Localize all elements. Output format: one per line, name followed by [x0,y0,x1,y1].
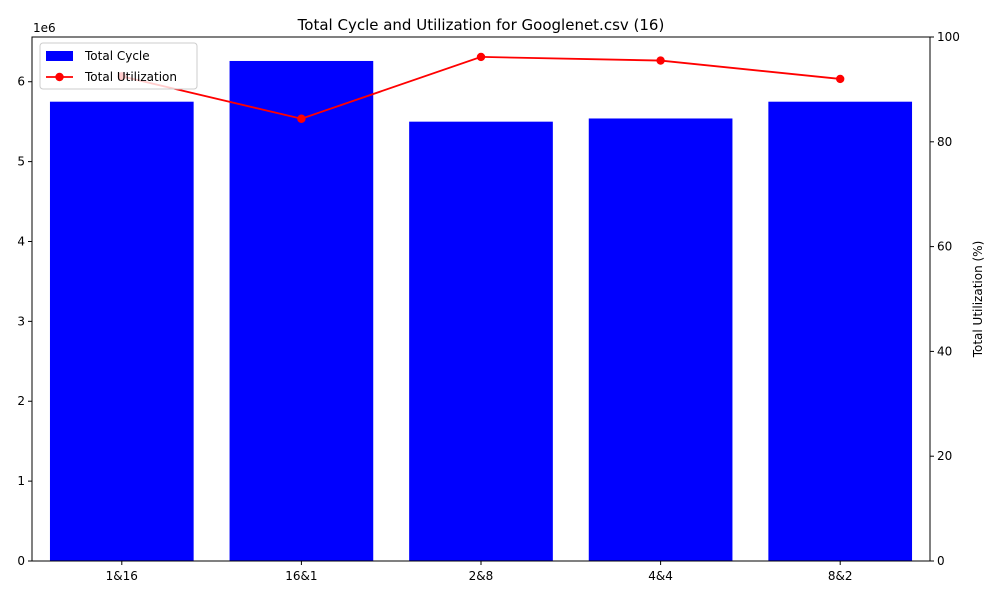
x-tick-label-0: 1&16 [106,569,138,583]
x-tick-label-1: 16&1 [285,569,317,583]
legend-marker-total-utilization [55,72,64,82]
legend: Total Cycle Total Utilization [39,42,198,90]
bar-2 [409,121,553,562]
x-tick-label-4: 8&2 [828,569,853,583]
right-tick-label-5: 100 [937,30,960,44]
left-tick-label-5: 5 [17,155,25,169]
legend-swatch-total-cycle [46,51,73,61]
plot-area [49,52,913,562]
x-tick-label-2: 2&8 [469,569,494,583]
utilization-point-4 [836,74,845,84]
left-axis-offset-text: 1e6 [33,21,56,35]
left-tick-label-0: 0 [17,554,25,568]
right-tick-label-3: 60 [937,240,952,254]
right-tick-label-0: 0 [937,554,945,568]
left-tick-label-3: 3 [17,314,25,328]
left-tick-label-1: 1 [17,474,25,488]
utilization-point-2 [476,52,486,62]
chart-title: Total Cycle and Utilization for Googlene… [297,16,665,34]
legend-label-total-cycle: Total Cycle [84,49,150,63]
utilization-point-1 [297,114,306,123]
utilization-point-3 [656,56,665,65]
left-tick-label-6: 6 [17,75,25,89]
right-tick-label-4: 80 [937,135,952,149]
legend-label-total-utilization: Total Utilization [84,70,177,84]
bar-4 [768,101,913,561]
left-tick-label-2: 2 [17,394,25,408]
right-tick-label-1: 20 [937,449,952,463]
x-tick-label-3: 4&4 [648,569,673,583]
left-tick-label-4: 4 [17,234,25,248]
bar-1 [229,60,374,562]
legend-box [39,42,198,90]
right-tick-label-2: 40 [937,344,952,358]
right-axis-label: Total Utilization (%) [971,241,985,359]
bar-0 [49,101,194,561]
bar-3 [588,118,733,561]
